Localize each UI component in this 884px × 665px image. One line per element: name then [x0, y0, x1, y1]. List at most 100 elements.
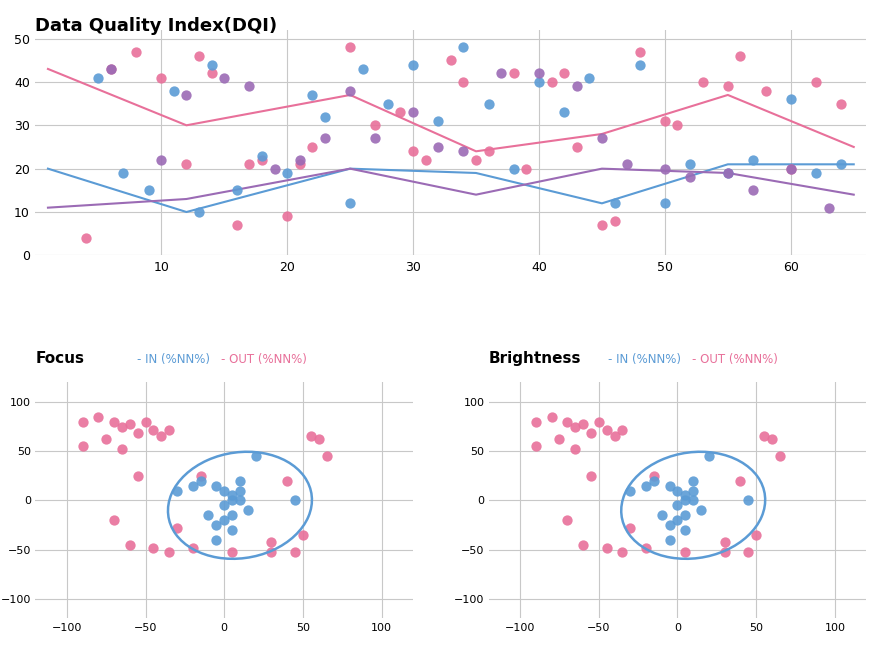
Point: [194, 475, 208, 486]
Point: [568, 421, 583, 432]
Point: [647, 470, 661, 481]
Point: [232, 485, 247, 496]
Point: [746, 185, 760, 196]
Point: [369, 133, 383, 144]
Point: [529, 441, 543, 452]
Point: [123, 418, 137, 429]
Point: [469, 155, 483, 166]
Point: [232, 475, 247, 486]
Point: [264, 546, 278, 557]
Point: [293, 155, 307, 166]
Point: [784, 164, 798, 174]
Point: [678, 525, 692, 535]
Point: [734, 51, 748, 61]
Point: [225, 546, 240, 557]
Point: [103, 64, 118, 74]
Text: - OUT (%NN%): - OUT (%NN%): [692, 352, 778, 366]
Point: [240, 505, 255, 515]
Point: [696, 76, 710, 87]
Point: [595, 133, 609, 144]
Point: [686, 475, 700, 486]
Point: [192, 51, 206, 61]
Point: [670, 500, 684, 511]
Point: [507, 68, 521, 78]
Point: [576, 418, 591, 429]
Point: [167, 85, 181, 96]
Point: [552, 434, 567, 445]
Point: [456, 76, 470, 87]
Point: [139, 416, 153, 427]
Point: [734, 475, 748, 486]
Point: [79, 233, 93, 243]
Point: [381, 98, 395, 109]
Point: [569, 81, 583, 92]
Point: [662, 519, 676, 530]
Point: [639, 542, 653, 553]
Point: [230, 185, 244, 196]
Point: [192, 207, 206, 217]
Point: [545, 412, 559, 422]
Point: [217, 485, 232, 496]
Point: [131, 428, 145, 439]
Point: [129, 47, 143, 57]
Point: [599, 424, 613, 435]
Point: [773, 451, 787, 462]
Point: [305, 142, 319, 152]
Point: [210, 480, 224, 491]
Point: [591, 416, 606, 427]
Point: [162, 546, 176, 557]
Point: [834, 98, 849, 109]
Point: [615, 424, 629, 435]
Point: [225, 525, 240, 535]
Point: [288, 546, 302, 557]
Point: [225, 490, 240, 501]
Point: [296, 529, 310, 540]
Point: [583, 428, 598, 439]
Point: [720, 168, 735, 178]
Point: [186, 480, 200, 491]
Point: [91, 72, 105, 83]
Point: [248, 451, 263, 462]
Point: [655, 510, 669, 521]
Point: [225, 510, 240, 521]
Point: [702, 451, 716, 462]
Point: [560, 515, 575, 525]
Point: [568, 444, 583, 454]
Point: [720, 81, 735, 92]
Point: [75, 416, 89, 427]
Point: [607, 431, 621, 442]
Text: Data Quality Index(DQI): Data Quality Index(DQI): [35, 17, 278, 35]
Point: [658, 164, 672, 174]
Point: [532, 68, 546, 78]
Point: [194, 470, 208, 481]
Point: [202, 510, 216, 521]
Point: [103, 64, 118, 74]
Point: [532, 76, 546, 87]
Point: [765, 434, 779, 445]
Point: [623, 485, 637, 496]
Point: [115, 421, 129, 432]
Point: [683, 159, 697, 170]
Point: [784, 94, 798, 104]
Point: [694, 505, 708, 515]
Point: [741, 495, 755, 505]
Point: [583, 470, 598, 481]
Point: [186, 542, 200, 553]
Text: - IN (%NN%): - IN (%NN%): [137, 352, 210, 366]
Point: [662, 480, 676, 491]
Point: [757, 431, 771, 442]
Point: [217, 72, 232, 83]
Point: [217, 515, 232, 525]
Point: [658, 198, 672, 209]
Point: [686, 485, 700, 496]
Point: [232, 495, 247, 505]
Point: [319, 451, 333, 462]
Point: [369, 120, 383, 130]
Point: [678, 490, 692, 501]
Point: [758, 85, 773, 96]
Point: [639, 480, 653, 491]
Point: [620, 159, 634, 170]
Point: [670, 120, 684, 130]
Point: [529, 416, 543, 427]
Point: [670, 515, 684, 525]
